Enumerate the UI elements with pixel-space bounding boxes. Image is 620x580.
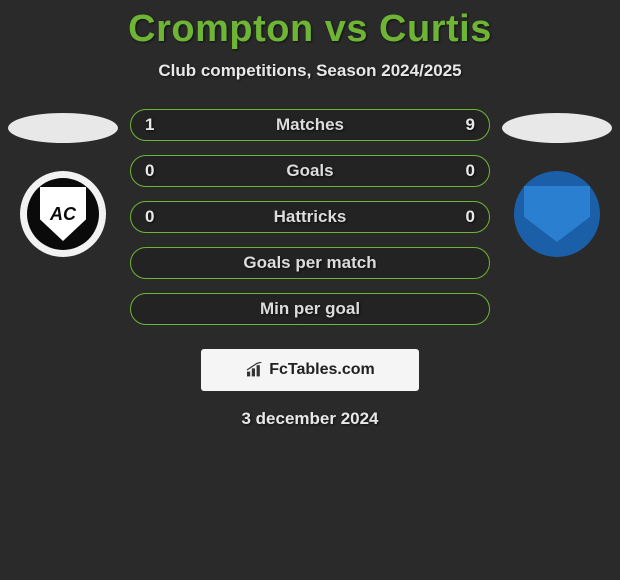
stat-row-hattricks: 0 Hattricks 0	[130, 201, 490, 233]
left-flag-icon	[8, 113, 118, 143]
left-badge-inner: AC	[27, 178, 99, 250]
stats-column: 1 Matches 9 0 Goals 0 0 Hattricks 0 Goal…	[118, 109, 502, 325]
stat-left-value: 0	[145, 161, 154, 181]
stat-label: Min per goal	[260, 299, 360, 319]
brand-box[interactable]: FcTables.com	[201, 349, 419, 391]
stat-row-matches: 1 Matches 9	[130, 109, 490, 141]
right-badge-inner-icon	[524, 186, 590, 242]
right-club-badge	[514, 171, 600, 257]
stat-right-value: 0	[466, 207, 475, 227]
subtitle: Club competitions, Season 2024/2025	[0, 61, 620, 81]
main-area: AC 1 Matches 9 0 Goals 0 0 Hattricks 0 G…	[0, 109, 620, 325]
date-label: 3 december 2024	[0, 409, 620, 429]
brand-label: FcTables.com	[269, 361, 375, 379]
stat-label: Matches	[276, 115, 344, 135]
page-title: Crompton vs Curtis	[0, 0, 620, 51]
stat-row-goals-per-match: Goals per match	[130, 247, 490, 279]
left-club-badge: AC	[20, 171, 106, 257]
right-flag-icon	[502, 113, 612, 143]
right-column	[502, 109, 612, 257]
stat-label: Goals	[286, 161, 333, 181]
stat-row-min-per-goal: Min per goal	[130, 293, 490, 325]
stat-right-value: 0	[466, 161, 475, 181]
stat-left-value: 1	[145, 115, 154, 135]
stat-right-value: 9	[466, 115, 475, 135]
stat-label: Hattricks	[274, 207, 347, 227]
chart-icon	[245, 362, 265, 378]
stat-left-value: 0	[145, 207, 154, 227]
left-shield-icon: AC	[40, 187, 86, 241]
stat-label: Goals per match	[243, 253, 376, 273]
stat-row-goals: 0 Goals 0	[130, 155, 490, 187]
left-column: AC	[8, 109, 118, 257]
